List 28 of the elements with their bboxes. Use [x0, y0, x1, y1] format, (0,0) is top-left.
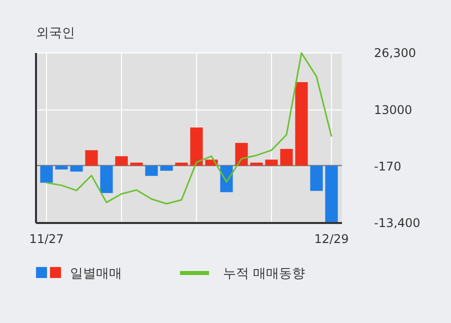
bar — [190, 128, 203, 166]
bar — [100, 166, 113, 194]
bar — [130, 162, 143, 166]
bar — [280, 148, 293, 166]
bar — [265, 160, 278, 166]
bar — [115, 156, 128, 166]
bar — [175, 162, 188, 166]
bar — [85, 150, 98, 166]
legend-label: 일별매매 — [70, 266, 122, 282]
line-series — [46, 52, 332, 204]
bar — [325, 166, 338, 222]
chart-title: 외국인 — [36, 26, 75, 41]
y-tick-label: -13,400 — [374, 216, 420, 230]
bar — [70, 166, 83, 172]
bar — [160, 166, 173, 171]
bar — [250, 162, 263, 166]
legend-label: 누적 매매동향 — [223, 266, 306, 282]
x-tick-label: 11/27 — [29, 232, 64, 246]
bar — [295, 82, 308, 166]
bar — [235, 142, 248, 166]
bar — [55, 166, 68, 170]
bar — [310, 166, 323, 191]
x-tick-label: 12/29 — [314, 232, 349, 246]
y-tick-label: -170 — [374, 160, 402, 174]
bar — [40, 166, 53, 183]
y-tick-label: 26,300 — [374, 46, 416, 60]
bar — [145, 166, 158, 176]
y-tick-label: 13000 — [374, 103, 412, 118]
